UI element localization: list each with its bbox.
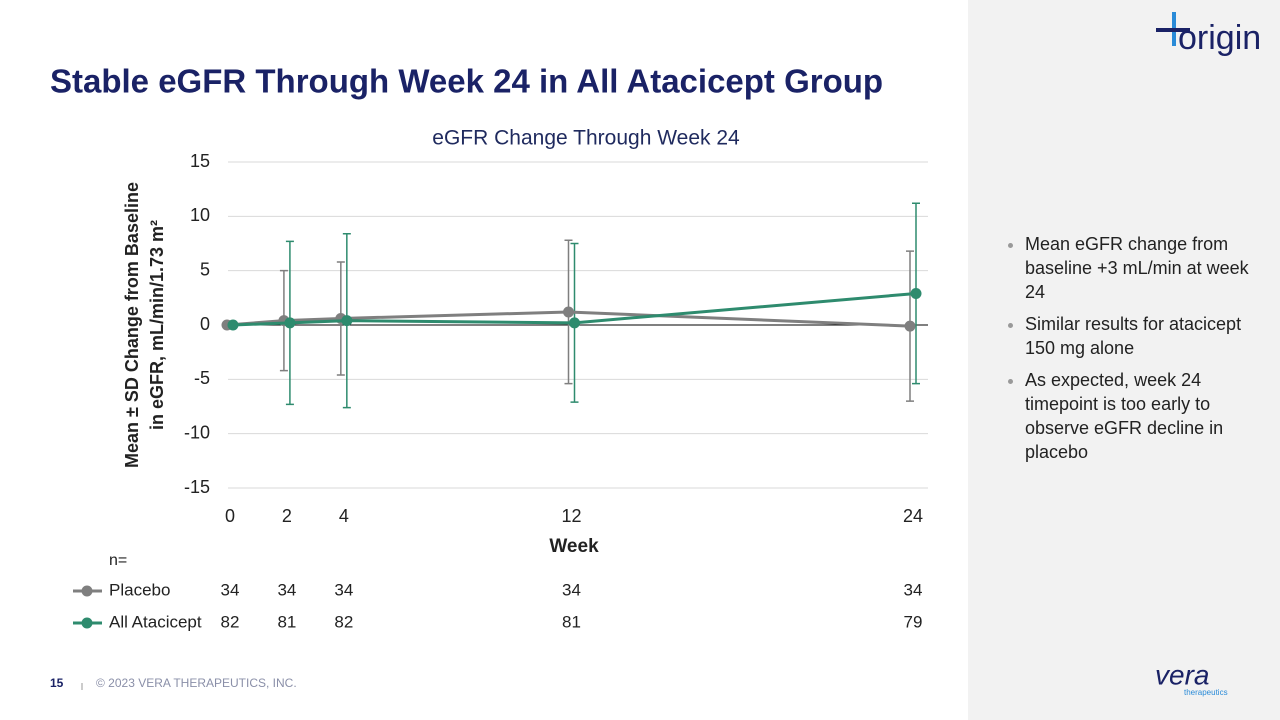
n-value: 79	[904, 612, 923, 631]
vera-logo: vera	[1155, 659, 1209, 690]
origin-logo-text: origin	[1178, 19, 1261, 57]
n-value: 82	[334, 612, 353, 631]
bullet: As expected, week 24 timepoint is too ea…	[1025, 368, 1265, 464]
n-value: 34	[277, 580, 296, 599]
n-value: 34	[221, 580, 240, 599]
slide-title: Stable eGFR Through Week 24 in All Ataci…	[50, 63, 883, 100]
n-value: 82	[221, 612, 240, 631]
vera-logo-sub: therapeutics	[1184, 688, 1228, 697]
x-tick-label: 0	[225, 506, 235, 526]
y-tick-label: 0	[200, 314, 210, 334]
chart-title: eGFR Change Through Week 24	[432, 127, 740, 150]
y-tick-label: 15	[190, 151, 210, 171]
marker	[284, 317, 296, 329]
marker	[227, 319, 239, 331]
x-tick-label: 2	[282, 506, 292, 526]
marker	[904, 320, 916, 332]
page-number: 15	[50, 676, 64, 690]
bullet: Similar results for atacicept 150 mg alo…	[1025, 312, 1265, 360]
x-tick-label: 24	[903, 506, 923, 526]
x-tick-label: 4	[339, 506, 349, 526]
y-tick-label: -5	[194, 368, 210, 388]
origin-logo	[1156, 12, 1190, 46]
n-value: 34	[904, 580, 923, 599]
y-axis-label: Mean ± SD Change from Baseline	[122, 182, 142, 468]
bullet: Mean eGFR change from baseline +3 mL/min…	[1025, 232, 1265, 304]
copyright: © 2023 VERA THERAPEUTICS, INC.	[96, 676, 297, 690]
side-panel	[968, 0, 1280, 720]
y-tick-label: 5	[200, 259, 210, 279]
bullet-list: Mean eGFR change from baseline +3 mL/min…	[1005, 232, 1265, 472]
legend-marker	[81, 617, 93, 629]
y-tick-label: -10	[184, 422, 210, 442]
legend-label: All Atacicept	[109, 612, 202, 631]
marker	[569, 317, 580, 329]
n-label: n=	[109, 552, 127, 569]
legend-label: Placebo	[109, 580, 170, 599]
legend-marker	[81, 585, 93, 597]
marker	[910, 287, 922, 299]
y-tick-label: 10	[190, 205, 210, 225]
x-tick-label: 12	[561, 506, 581, 526]
n-value: 81	[277, 612, 296, 631]
y-axis-label: in eGFR, mL/min/1.73 m²	[147, 220, 167, 430]
n-value: 81	[562, 612, 581, 631]
y-tick-label: -15	[184, 477, 210, 497]
n-value: 34	[334, 580, 353, 599]
marker	[341, 315, 353, 327]
marker	[563, 306, 574, 318]
n-value: 34	[562, 580, 581, 599]
x-axis-label: Week	[549, 536, 599, 557]
